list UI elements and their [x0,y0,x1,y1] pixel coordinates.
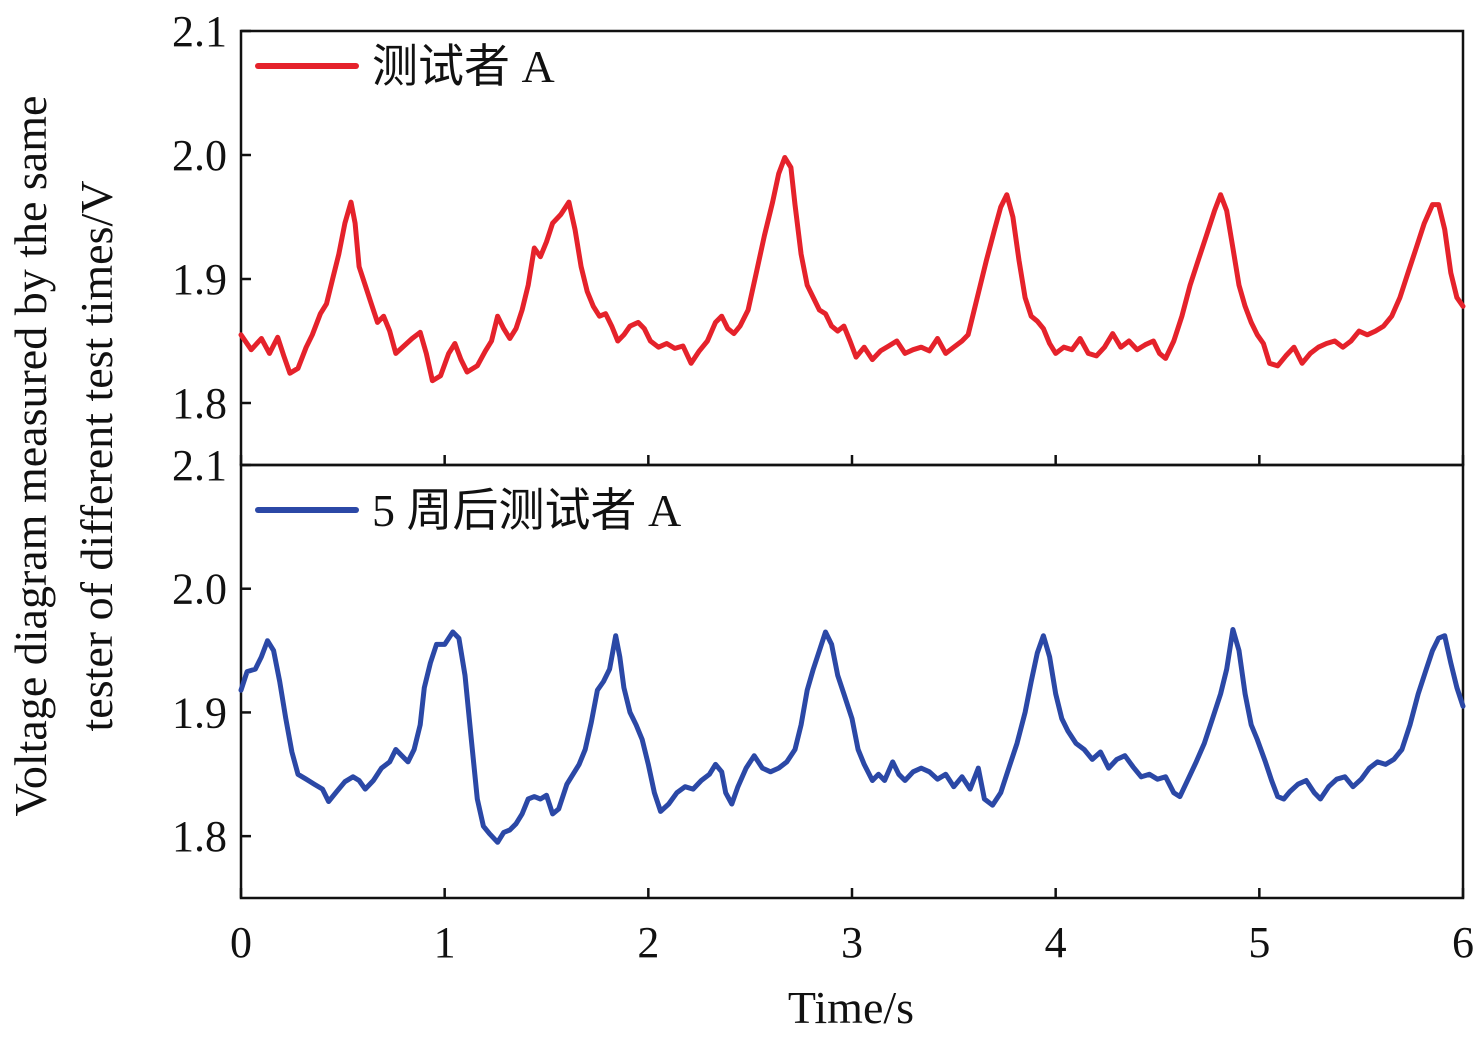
y-axis-title: Voltage diagram measured by the same tes… [5,96,122,817]
y-axis-title-line-2: tester of different test times/V [71,181,122,732]
y-tick-label: 2.1 [172,7,227,56]
plot-frame [239,29,1465,467]
y-tick-label: 2.1 [172,441,227,490]
x-tick-label: 6 [1452,918,1474,967]
y-tick-label: 1.8 [172,812,227,861]
series-line [238,155,1466,384]
bottom-panel: 1.8 1.9 2.0 2.1 5 周后测试者 A [172,441,1466,900]
x-tick-label: 5 [1248,918,1270,967]
series-line [238,627,1466,845]
x-tick-label: 0 [230,918,252,967]
x-axis-title: Time/s [788,982,914,1033]
x-tick-label: 4 [1045,918,1067,967]
legend-label: 5 周后测试者 A [372,485,681,536]
y-tick-label: 1.9 [172,255,227,304]
y-tick-label: 1.9 [172,688,227,737]
legend-label: 测试者 A [372,41,555,92]
y-tick-label: 2.0 [172,565,227,614]
y-tick-label: 1.8 [172,379,227,428]
x-tick-label: 1 [434,918,456,967]
x-tick-label: 3 [841,918,863,967]
y-axis-title-line-1: Voltage diagram measured by the same [5,96,56,817]
top-panel: 1.8 1.9 2.0 2.1 测试者 A [172,7,1466,467]
y-tick-label: 2.0 [172,131,227,180]
x-tick-label: 2 [637,918,659,967]
x-axis: 0 1 2 3 4 5 6 [230,918,1474,967]
